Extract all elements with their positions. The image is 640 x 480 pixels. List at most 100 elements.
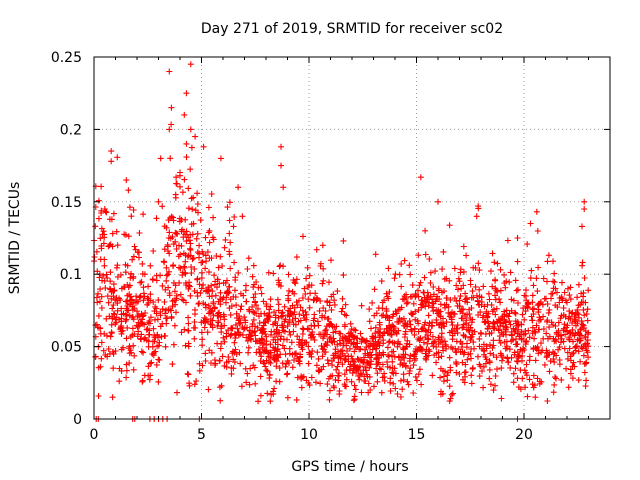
data-point <box>126 360 133 367</box>
data-point <box>350 333 356 340</box>
data-point <box>98 183 105 190</box>
data-point <box>585 354 592 361</box>
data-point <box>264 368 271 375</box>
data-point <box>199 342 206 349</box>
data-point <box>488 268 494 275</box>
data-point <box>172 238 179 245</box>
data-point <box>185 252 192 259</box>
data-point <box>476 293 483 300</box>
data-point <box>386 322 392 329</box>
data-point <box>477 309 484 316</box>
data-point <box>319 353 326 360</box>
data-point <box>514 258 521 265</box>
data-point <box>550 389 557 396</box>
data-point <box>193 378 200 384</box>
data-point <box>490 352 497 358</box>
data-point <box>515 286 521 293</box>
data-point <box>258 290 265 297</box>
data-point <box>496 317 503 324</box>
data-point <box>538 340 544 347</box>
data-point <box>396 341 403 348</box>
data-point <box>390 328 397 335</box>
data-point <box>189 206 196 213</box>
data-point <box>574 320 581 327</box>
data-point <box>293 350 299 357</box>
data-point <box>572 347 579 354</box>
data-point <box>580 352 587 359</box>
data-point <box>312 290 319 297</box>
data-point <box>394 391 401 397</box>
data-point <box>239 213 246 220</box>
data-point <box>422 303 429 310</box>
data-point <box>94 299 101 306</box>
data-point <box>490 306 497 313</box>
data-point <box>192 133 199 140</box>
data-point <box>327 387 333 394</box>
data-point <box>550 278 557 285</box>
data-point <box>582 383 589 390</box>
data-point <box>300 233 306 240</box>
data-point <box>503 312 510 319</box>
data-point <box>347 320 354 327</box>
data-point <box>512 365 519 372</box>
data-point <box>358 389 365 396</box>
data-point <box>583 377 590 384</box>
data-point <box>341 357 348 364</box>
data-point <box>362 350 369 357</box>
data-point <box>182 258 189 265</box>
data-point <box>460 243 467 250</box>
data-point <box>215 312 222 319</box>
data-point <box>160 258 167 265</box>
data-point <box>130 207 137 213</box>
data-point <box>510 379 517 386</box>
data-point <box>390 370 397 377</box>
data-point <box>246 306 252 313</box>
data-point <box>411 331 418 338</box>
data-point <box>122 269 129 276</box>
data-point <box>334 341 341 348</box>
data-point <box>286 287 292 294</box>
data-point <box>181 176 188 183</box>
data-point <box>270 270 277 277</box>
data-point <box>298 384 305 391</box>
data-point <box>187 246 194 253</box>
data-point <box>376 319 383 326</box>
data-point <box>384 293 391 300</box>
data-point <box>149 343 156 350</box>
data-point <box>141 271 148 278</box>
data-point <box>517 386 524 393</box>
data-point <box>417 279 424 286</box>
data-point <box>305 360 312 367</box>
data-point <box>457 269 464 276</box>
data-point <box>194 230 201 237</box>
data-point <box>553 331 560 338</box>
x-tick-label: 20 <box>515 427 533 443</box>
data-point <box>354 355 361 362</box>
data-point <box>489 283 496 290</box>
data-point <box>190 324 197 331</box>
data-point <box>349 370 356 377</box>
data-point <box>427 269 434 276</box>
data-point <box>227 265 234 272</box>
data-point <box>306 349 313 356</box>
data-point <box>290 277 297 284</box>
data-point <box>572 344 579 351</box>
data-point <box>166 126 173 133</box>
data-point <box>333 366 340 373</box>
data-point <box>412 316 419 323</box>
data-point <box>155 378 162 385</box>
data-point <box>426 348 433 355</box>
data-point <box>556 344 563 351</box>
data-point <box>107 278 114 285</box>
data-point <box>486 358 493 364</box>
data-point <box>475 353 481 360</box>
data-point <box>186 380 193 387</box>
data-point <box>182 216 189 223</box>
y-tick-label: 0.1 <box>60 267 82 283</box>
data-point <box>341 323 348 330</box>
data-point <box>454 322 461 329</box>
data-point <box>453 298 460 305</box>
data-point <box>173 309 179 316</box>
data-point <box>513 336 519 342</box>
data-point <box>400 346 407 353</box>
